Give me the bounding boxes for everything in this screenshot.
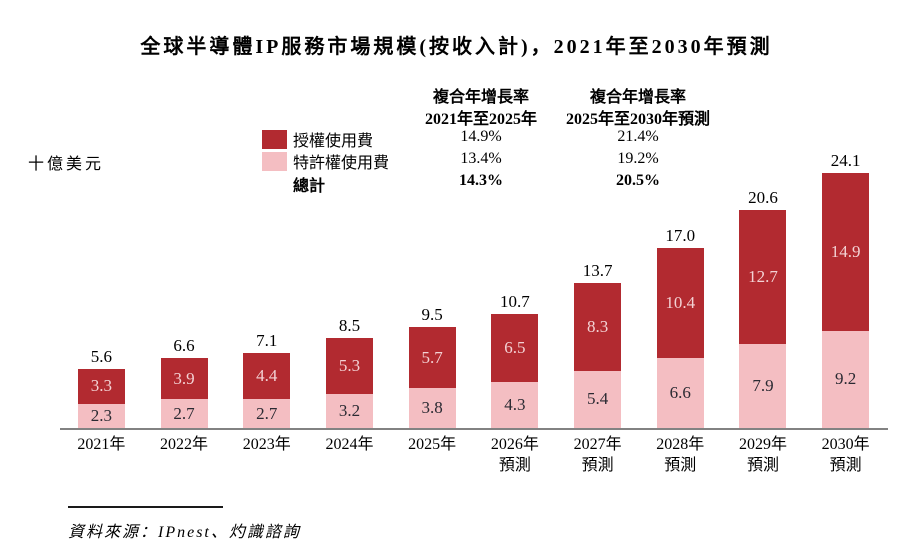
cagr-legend-table: 複合年增長率 複合年增長率 2021年至2025年 2025年至2030年預測 …: [262, 84, 726, 195]
bar-column: 8.5 5.3 3.2 2024年: [308, 140, 391, 480]
bar-segment-licensing: 5.7: [408, 327, 456, 388]
bar-segment-royalty: 9.2: [822, 330, 870, 428]
bar-segment-licensing: 8.3: [574, 282, 622, 371]
cagr-value-licensing-2025-2030: 21.4%: [617, 127, 659, 145]
bar-total-label: 9.5: [421, 305, 443, 325]
x-axis-line: [60, 428, 888, 430]
bar-segment-value-label: 2.7: [256, 403, 278, 423]
bar-segment-value-label: 4.4: [256, 366, 278, 386]
bar-column: 20.6 12.7 7.9 2029年 預測: [722, 140, 805, 480]
legend-item-royalty: 特許權使用費: [262, 150, 412, 173]
bar-segment-value-label: 7.9: [752, 376, 774, 396]
bar-total-label: 8.5: [338, 315, 361, 335]
y-axis-unit-label: 十億美元: [28, 156, 105, 173]
bar-column: 7.1 4.4 2.7 2023年: [225, 140, 308, 480]
bar-segment-value-label: 5.3: [338, 356, 361, 376]
bar-segment-value-label: 3.2: [338, 401, 361, 421]
bar-segment-royalty: 2.7: [243, 399, 291, 428]
cagr-value-total-2025-2030: 20.5%: [616, 171, 660, 189]
bar-segment-value-label: 2.3: [90, 405, 112, 425]
bar-column: 6.6 3.9 2.7 2022年: [143, 140, 226, 480]
bar-segment-royalty: 5.4: [574, 370, 622, 428]
bar-segment-licensing: 4.4: [243, 352, 291, 400]
legend-item-licensing: 授權使用費: [262, 128, 412, 151]
x-axis-label: 2022年: [160, 436, 209, 453]
bar-segment-licensing: 6.5: [491, 313, 539, 383]
bar-chart-plot: 5.6 3.3 2.3 2021年 6.6 3.9 2.7 2022年 7.1 4.4 2.7 202…: [60, 140, 887, 480]
cagr-col2-header-line2: 2025年至2030年預測: [565, 111, 710, 128]
source-note: 資料來源：IPnest、灼識諮詢: [68, 524, 301, 541]
bar-column: 9.5 5.7 3.8 2025年: [391, 140, 474, 480]
bar-segment-licensing: 10.4: [656, 247, 704, 358]
bar-segment-value-label: 5.4: [586, 389, 609, 409]
bar-segment-value-label: 5.7: [421, 347, 443, 367]
bar-segment-value-label: 3.3: [90, 376, 112, 396]
bar-segment-royalty: 2.3: [77, 403, 125, 428]
chart-title: 全球半導體IP服務市場規模(按收入計)，2021年至2030年預測: [140, 36, 773, 58]
bar-segment-licensing: 3.9: [160, 358, 208, 400]
legend-swatch-licensing-icon: [262, 129, 287, 149]
bar-segment-value-label: 3.8: [421, 397, 443, 417]
bar-segment-value-label: 2.7: [173, 403, 195, 423]
legend-label-royalty: 特許權使用費: [293, 155, 390, 172]
bar-segment-value-label: 10.4: [665, 292, 696, 312]
bar-column: 13.7 8.3 5.4 2027年 預測: [556, 140, 639, 480]
bar-column: 10.7 6.5 4.3 2026年 預測: [474, 140, 557, 480]
legend-label-licensing: 授權使用費: [293, 133, 374, 150]
bar-total-label: 20.6: [748, 187, 778, 207]
bar-segment-royalty: 2.7: [160, 399, 208, 428]
bar-segment-value-label: 6.5: [504, 337, 526, 357]
bar-total-label: 10.7: [499, 291, 530, 311]
bar-total-label: 7.1: [256, 330, 278, 350]
bar-segment-value-label: 14.9: [830, 241, 861, 261]
bar-column: 24.1 14.9 9.2 2030年 預測: [804, 140, 887, 480]
bar-total-label: 6.6: [173, 336, 195, 356]
legend-total-label: 總計: [293, 177, 326, 195]
x-axis-label: 2030年 預測: [821, 436, 870, 474]
bar-total-label: 17.0: [665, 225, 696, 245]
bar-total-label: 24.1: [830, 150, 861, 170]
bar-column: 5.6 3.3 2.3 2021年: [60, 140, 143, 480]
x-axis-label: 2023年: [242, 436, 291, 453]
bar-segment-value-label: 9.2: [835, 369, 857, 389]
bar-segment-licensing: 14.9: [822, 172, 870, 331]
cagr-col1-header-line2: 2021年至2025年: [424, 111, 537, 128]
x-axis-label: 2029年 預測: [738, 436, 787, 474]
cagr-value-licensing-2021-2025: 14.9%: [460, 127, 502, 145]
bar-segment-royalty: 7.9: [739, 344, 787, 428]
cagr-col1-header-line1: 複合年增長率: [432, 89, 529, 106]
x-axis-label: 2026年 預測: [490, 436, 539, 474]
x-axis-label: 2028年 預測: [656, 436, 705, 474]
bar-segment-royalty: 3.2: [325, 394, 373, 428]
source-divider: [68, 506, 223, 508]
x-axis-label: 2024年: [325, 436, 374, 453]
x-axis-label: 2027年 預測: [573, 436, 622, 474]
cagr-col2-header-line1: 複合年增長率: [589, 89, 686, 106]
bar-segment-royalty: 4.3: [491, 382, 539, 428]
bar-total-label: 13.7: [582, 260, 613, 280]
cagr-value-total-2021-2025: 14.3%: [459, 171, 503, 189]
bar-segment-licensing: 5.3: [325, 337, 373, 395]
bar-segment-value-label: 6.6: [669, 383, 691, 402]
cagr-value-royalty-2021-2025: 13.4%: [460, 149, 502, 167]
bar-column: 17.0 10.4 6.6 2028年 預測: [639, 140, 722, 480]
x-axis-label: 2025年: [408, 436, 457, 453]
bar-segment-value-label: 12.7: [748, 267, 778, 287]
cagr-value-royalty-2025-2030: 19.2%: [617, 149, 659, 167]
bar-segment-licensing: 3.3: [77, 368, 125, 404]
bar-segment-royalty: 6.6: [656, 358, 704, 428]
x-axis-label: 2021年: [77, 436, 126, 453]
bar-segment-value-label: 8.3: [586, 316, 609, 336]
bar-total-label: 5.6: [90, 346, 112, 366]
bar-segment-licensing: 12.7: [739, 209, 787, 345]
bar-segment-value-label: 4.3: [504, 395, 526, 415]
bar-segment-value-label: 3.9: [173, 368, 195, 388]
bar-segment-royalty: 3.8: [408, 387, 456, 428]
legend-swatch-royalty-icon: [262, 151, 287, 171]
